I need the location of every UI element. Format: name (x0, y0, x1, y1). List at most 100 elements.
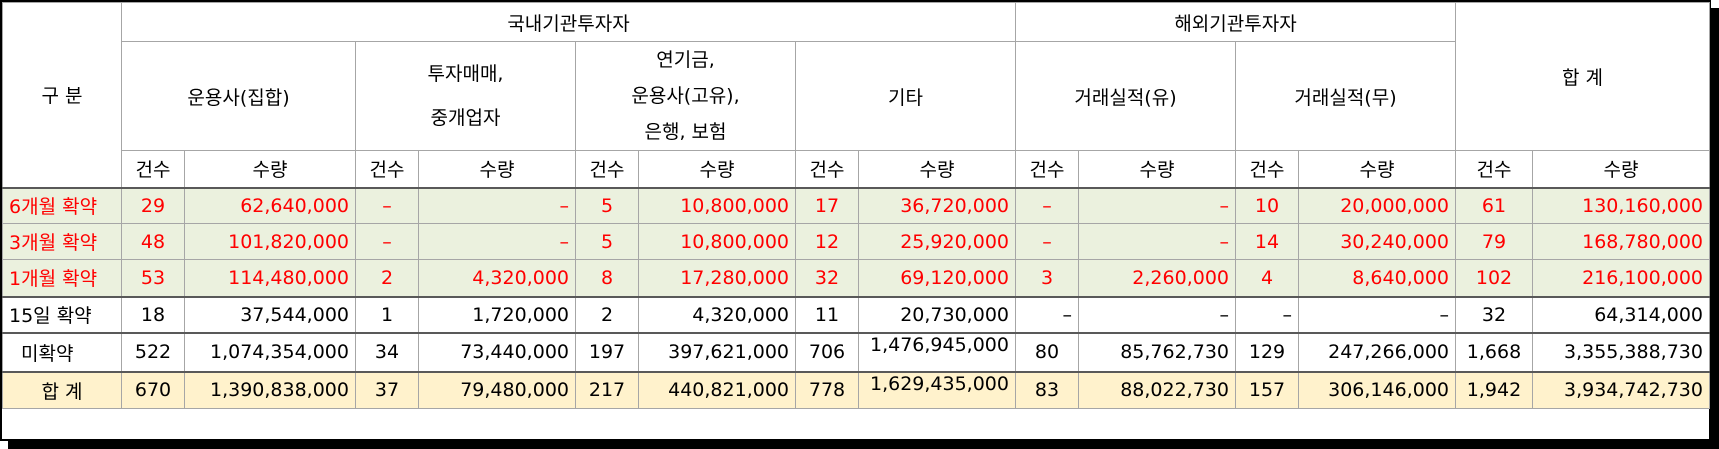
count-cell: 8 (575, 259, 639, 297)
count-cell: 17 (795, 187, 859, 224)
count-cell: 10 (1235, 187, 1299, 224)
count-cell: – (355, 187, 419, 224)
trade-record-yes-header: 거래실적(유) (1015, 41, 1236, 151)
count-column-header: 건수 (355, 150, 419, 189)
quantity-column-header: 수량 (1298, 150, 1456, 189)
count-cell: 2 (355, 259, 419, 297)
frame-shadow-right (1711, 8, 1719, 449)
total-header: 합 계 (1455, 2, 1710, 151)
count-cell: 778 (795, 370, 859, 409)
quantity-column-header: 수량 (418, 150, 576, 189)
count-cell: 1,668 (1455, 331, 1533, 372)
quantity-cell: 168,780,000 (1532, 223, 1710, 260)
frame-shadow-bottom (8, 441, 1719, 449)
quantity-column-header: 수량 (1532, 150, 1710, 189)
count-cell: 32 (1455, 295, 1533, 333)
table-row: 1개월 확약 53 114,480,000 2 4,320,000 8 17,280,000… (2, 259, 1710, 297)
lockup-allocation-table: 구 분 국내기관투자자 해외기관투자자 합 계 운용사(집합) 투자매매, 중개업… (2, 2, 1710, 409)
count-cell: 14 (1235, 223, 1299, 260)
quantity-cell: 73,440,000 (418, 331, 576, 372)
domestic-investors-header: 국내기관투자자 (121, 2, 1016, 42)
quantity-cell: 10,800,000 (638, 223, 796, 260)
count-cell: – (1235, 295, 1299, 333)
quantity-cell: 4,320,000 (638, 295, 796, 333)
row-label: 6개월 확약 (2, 187, 122, 224)
count-cell: 129 (1235, 331, 1299, 372)
quantity-cell: 1,074,354,000 (184, 331, 356, 372)
count-column-header: 건수 (121, 150, 185, 189)
quantity-cell: 79,480,000 (418, 370, 576, 409)
count-column-header: 건수 (575, 150, 639, 189)
count-column-header: 건수 (795, 150, 859, 189)
trade-record-no-header: 거래실적(무) (1235, 41, 1456, 151)
quantity-column-header: 수량 (1078, 150, 1236, 189)
broker-dealer-line2: 중개업자 (430, 107, 501, 129)
pension-line1: 연기금, (656, 49, 715, 71)
broker-dealer-header: 투자매매, 중개업자 (355, 41, 576, 151)
category-header: 구 분 (2, 2, 122, 188)
foreign-investors-header: 해외기관투자자 (1015, 2, 1456, 42)
count-cell: 5 (575, 223, 639, 260)
table-row: 6개월 확약 29 62,640,000– –5 10,800,000 17 36,720,… (2, 187, 1710, 224)
count-cell: 18 (121, 295, 185, 333)
quantity-cell: – (418, 187, 576, 224)
quantity-cell: 114,480,000 (184, 259, 356, 297)
count-cell: 1,942 (1455, 370, 1533, 409)
count-cell: – (1015, 295, 1079, 333)
count-cell: – (355, 223, 419, 260)
count-cell: – (1015, 187, 1079, 224)
count-cell: 217 (575, 370, 639, 409)
quantity-cell: – (1078, 295, 1236, 333)
count-cell: 79 (1455, 223, 1533, 260)
count-cell: 48 (121, 223, 185, 260)
row-label: 1개월 확약 (2, 259, 122, 297)
quantity-cell: 64,314,000 (1532, 295, 1710, 333)
quantity-cell: 1,720,000 (418, 295, 576, 333)
row-label: 합 계 (2, 370, 122, 409)
count-column-header: 건수 (1015, 150, 1079, 189)
quantity-cell: 101,820,000 (184, 223, 356, 260)
quantity-cell: 10,800,000 (638, 187, 796, 224)
count-cell: 522 (121, 331, 185, 372)
quantity-cell: – (1078, 187, 1236, 224)
count-cell: 12 (795, 223, 859, 260)
quantity-cell: 3,355,388,730 (1532, 331, 1710, 372)
quantity-column-header: 수량 (638, 150, 796, 189)
allocation-table-frame: 구 분 국내기관투자자 해외기관투자자 합 계 운용사(집합) 투자매매, 중개업… (0, 0, 1711, 441)
quantity-cell: 36,720,000 (858, 187, 1016, 224)
quantity-cell: – (418, 223, 576, 260)
quantity-cell: 1,390,838,000 (184, 370, 356, 409)
quantity-cell: 397,621,000 (638, 331, 796, 372)
quantity-cell: 1,476,945,000 (858, 331, 1016, 372)
count-cell: 157 (1235, 370, 1299, 409)
quantity-cell: 62,640,000 (184, 187, 356, 224)
quantity-cell: 20,000,000 (1298, 187, 1456, 224)
count-cell: – (1015, 223, 1079, 260)
count-cell: 34 (355, 331, 419, 372)
table-row: 미확약 522 1,074,354,000 34 73,440,000 197 397,62… (2, 331, 1710, 372)
quantity-cell: 306,146,000 (1298, 370, 1456, 409)
table-row: 15일 확약 18 37,544,000 1 1,720,000 2 4,320,000 11… (2, 295, 1710, 333)
row-label: 미확약 (2, 331, 122, 372)
count-cell: 2 (575, 295, 639, 333)
asset-manager-collective-header: 운용사(집합) (121, 41, 356, 151)
count-cell: 32 (795, 259, 859, 297)
broker-dealer-line1: 투자매매, (427, 63, 504, 85)
count-cell: 53 (121, 259, 185, 297)
quantity-column-header: 수량 (858, 150, 1016, 189)
quantity-cell: 69,120,000 (858, 259, 1016, 297)
quantity-cell: 37,544,000 (184, 295, 356, 333)
count-cell: 61 (1455, 187, 1533, 224)
table-row: 3개월 확약 48 101,820,000– –5 10,800,000 12 25,920… (2, 223, 1710, 260)
count-cell: 83 (1015, 370, 1079, 409)
quantity-cell: 216,100,000 (1532, 259, 1710, 297)
count-cell: 80 (1015, 331, 1079, 372)
quantity-cell: – (1298, 295, 1456, 333)
quantity-cell: 440,821,000 (638, 370, 796, 409)
quantity-cell: 25,920,000 (858, 223, 1016, 260)
quantity-cell: 4,320,000 (418, 259, 576, 297)
quantity-cell: 247,266,000 (1298, 331, 1456, 372)
row-label: 3개월 확약 (2, 223, 122, 260)
count-cell: 4 (1235, 259, 1299, 297)
other-header: 기타 (795, 41, 1016, 151)
